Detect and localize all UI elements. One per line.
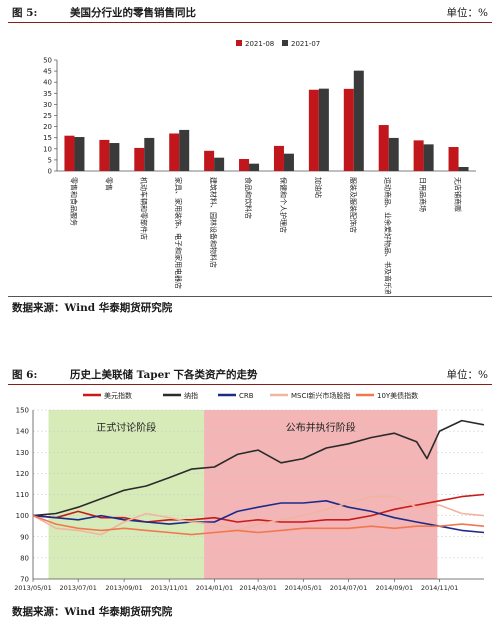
y-tick-label: 90 bbox=[20, 533, 29, 541]
bar-2021-08-1 bbox=[99, 139, 110, 171]
legend-label-纳指: 纳指 bbox=[184, 391, 198, 400]
phase-label-discussion: 正式讨论阶段 bbox=[96, 421, 156, 434]
y-tick-label: 45 bbox=[43, 68, 52, 76]
figure-5-number: 图 5: bbox=[12, 7, 38, 19]
bar-2021-07-2 bbox=[144, 137, 155, 171]
x-tick-label: 2014/05/01 bbox=[285, 584, 322, 592]
figure-6-title: 历史上美联储 Taper 下各类资产的走势 bbox=[70, 369, 258, 381]
category-label: 日用品商场 bbox=[419, 177, 428, 212]
x-tick-label: 2014/11/01 bbox=[421, 584, 458, 592]
figure-6-source: 数据来源：Wind 华泰期货研究院 bbox=[12, 606, 173, 618]
legend-swatch-2021-07 bbox=[282, 40, 288, 46]
legend-swatch-2021-08 bbox=[236, 40, 242, 46]
x-tick-label: 2014/01/01 bbox=[196, 584, 233, 592]
x-tick-label: 2013/07/01 bbox=[59, 584, 96, 592]
y-tick-label: 120 bbox=[16, 470, 29, 478]
series-line-CRB bbox=[32, 500, 485, 534]
bar-2021-08-8 bbox=[343, 88, 354, 171]
bar-2021-08-6 bbox=[273, 145, 284, 171]
bar-2021-08-9 bbox=[378, 125, 389, 171]
series-line-纳指 bbox=[32, 419, 485, 517]
legend-label-MSCI新兴市场股指: MSCI新兴市场股指 bbox=[291, 391, 350, 400]
y-tick-label: 40 bbox=[43, 79, 52, 87]
bar-2021-07-7 bbox=[318, 88, 329, 171]
bar-2021-08-3 bbox=[169, 133, 180, 171]
y-tick-label: 80 bbox=[20, 554, 29, 562]
y-tick-label: 0 bbox=[48, 168, 52, 176]
bar-chart: 2021-08 2021-07 0 5 10 15 20 25 30 35 40 45 50 零售和食品服… bbox=[43, 40, 476, 294]
bar-2021-07-3 bbox=[179, 129, 190, 171]
y-tick-label: 130 bbox=[16, 449, 29, 457]
y-tick-label: 25 bbox=[43, 112, 52, 120]
figure-6-top-rule bbox=[8, 384, 492, 385]
y-tick-label: 70 bbox=[20, 576, 29, 584]
bar-2021-08-7 bbox=[308, 89, 319, 171]
category-label: 家具、家用装饰、电子和家用电器店 bbox=[174, 177, 183, 289]
legend-label-CRB: CRB bbox=[239, 392, 254, 400]
line-chart: 正式讨论阶段 公布并执行阶段 70 80 90 100 110 120 130 140 150 201… bbox=[14, 391, 485, 592]
bar-2021-07-9 bbox=[388, 137, 399, 171]
figure-5-header: 图 5: 美国分行业的零售销售同比 单位：% bbox=[8, 2, 492, 22]
bar-2021-08-5 bbox=[239, 159, 250, 171]
y-tick-label: 140 bbox=[16, 428, 29, 436]
legend-label-美元指数: 美元指数 bbox=[104, 391, 132, 400]
figure-6-header: 图 6: 历史上美联储 Taper 下各类资产的走势 单位：% bbox=[8, 364, 492, 384]
category-label: 机动车辆和零部件店 bbox=[139, 177, 148, 240]
x-tick-label: 2013/09/01 bbox=[105, 584, 142, 592]
category-label: 无店铺商贩 bbox=[454, 177, 463, 212]
legend-label-2021-07: 2021-07 bbox=[291, 40, 320, 48]
category-label: 加油站 bbox=[314, 177, 323, 198]
category-label: 保健和个人护理店 bbox=[279, 177, 288, 233]
bar-2021-07-0 bbox=[74, 137, 85, 171]
category-label: 零售和食品服务 bbox=[69, 177, 78, 226]
x-tick-label: 2014/09/01 bbox=[376, 584, 413, 592]
figure-5-unit: 单位：% bbox=[446, 7, 488, 19]
x-tick-label: 2013/05/01 bbox=[14, 584, 51, 592]
category-label: 零售 bbox=[104, 177, 113, 191]
bar-2021-07-5 bbox=[249, 163, 260, 171]
category-label: 建筑材料、园林设备和物料店 bbox=[209, 177, 218, 268]
figure-6-unit: 单位：% bbox=[446, 369, 488, 381]
category-label: 运动商品、业余爱好物品、书及音乐商店 bbox=[384, 177, 393, 294]
phase-label-execution: 公布并执行阶段 bbox=[286, 421, 356, 434]
figure-5-top-rule bbox=[8, 22, 492, 23]
category-label: 食品和饮料店 bbox=[244, 177, 253, 219]
figure-5-source: 数据来源：Wind 华泰期货研究院 bbox=[12, 302, 173, 314]
y-tick-label: 50 bbox=[43, 57, 52, 65]
category-label: 服装及服装配饰店 bbox=[349, 177, 358, 233]
x-tick-label: 2014/03/01 bbox=[239, 584, 276, 592]
bar-2021-07-4 bbox=[214, 157, 225, 171]
figure-5-title: 美国分行业的零售销售同比 bbox=[70, 7, 196, 19]
x-tick-label: 2014/07/01 bbox=[330, 584, 367, 592]
figure-5-bottom-rule bbox=[8, 296, 492, 297]
bar-2021-08-10 bbox=[413, 140, 424, 171]
bar-2021-07-11 bbox=[458, 167, 469, 171]
bar-2021-08-11 bbox=[448, 147, 459, 171]
bar-2021-07-1 bbox=[109, 143, 120, 171]
figure-6: 图 6: 历史上美联储 Taper 下各类资产的走势 单位：% 正式讨论阶段 公布… bbox=[0, 360, 500, 623]
y-tick-label: 150 bbox=[16, 407, 29, 415]
y-tick-label: 5 bbox=[48, 156, 52, 164]
bar-2021-07-10 bbox=[423, 144, 434, 171]
y-tick-label: 100 bbox=[16, 512, 29, 520]
y-tick-label: 110 bbox=[16, 491, 29, 499]
bar-2021-07-6 bbox=[283, 153, 294, 171]
y-tick-label: 10 bbox=[43, 145, 52, 153]
figure-6-number: 图 6: bbox=[12, 369, 38, 381]
y-tick-label: 35 bbox=[43, 90, 52, 98]
legend-label-2021-08: 2021-08 bbox=[245, 40, 274, 48]
series-line-10Y美债指数 bbox=[32, 514, 485, 536]
figure-5: 图 5: 美国分行业的零售销售同比 单位：% 2021-08 2021-07 0 5 1… bbox=[8, 2, 492, 314]
bar-2021-08-0 bbox=[64, 135, 75, 171]
y-tick-label: 20 bbox=[43, 123, 52, 131]
bar-2021-08-2 bbox=[134, 147, 145, 171]
legend-label-10Y美债指数: 10Y美债指数 bbox=[377, 391, 418, 400]
bar-2021-08-4 bbox=[204, 150, 215, 171]
y-tick-label: 15 bbox=[43, 134, 52, 142]
bar-2021-07-8 bbox=[353, 70, 364, 171]
y-tick-label: 30 bbox=[43, 101, 52, 109]
x-tick-label: 2013/11/01 bbox=[151, 584, 188, 592]
